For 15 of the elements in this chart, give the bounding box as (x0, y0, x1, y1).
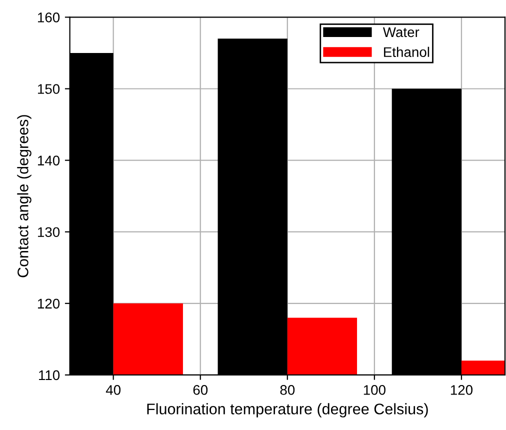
x-axis-title: Fluorination temperature (degree Celsius) (147, 403, 428, 418)
legend-label: Water (382, 27, 420, 38)
x-tick-label: 100 (364, 385, 386, 395)
x-tick-label: 120 (450, 385, 473, 395)
x-tick-label: 40 (106, 385, 121, 395)
y-tick-label: 110 (39, 370, 60, 380)
legend-label: Ethanol (384, 46, 430, 58)
y-tick-label: 140 (38, 156, 60, 166)
x-tick-label: 60 (193, 385, 208, 395)
y-axis-title: Contact angle (degrees) (17, 115, 32, 278)
y-tick-label: 160 (38, 12, 60, 22)
y-tick-label: 120 (38, 298, 60, 309)
x-tick-label: 80 (280, 385, 295, 395)
y-tick-label: 130 (38, 227, 60, 238)
y-tick-label: 150 (38, 84, 60, 94)
